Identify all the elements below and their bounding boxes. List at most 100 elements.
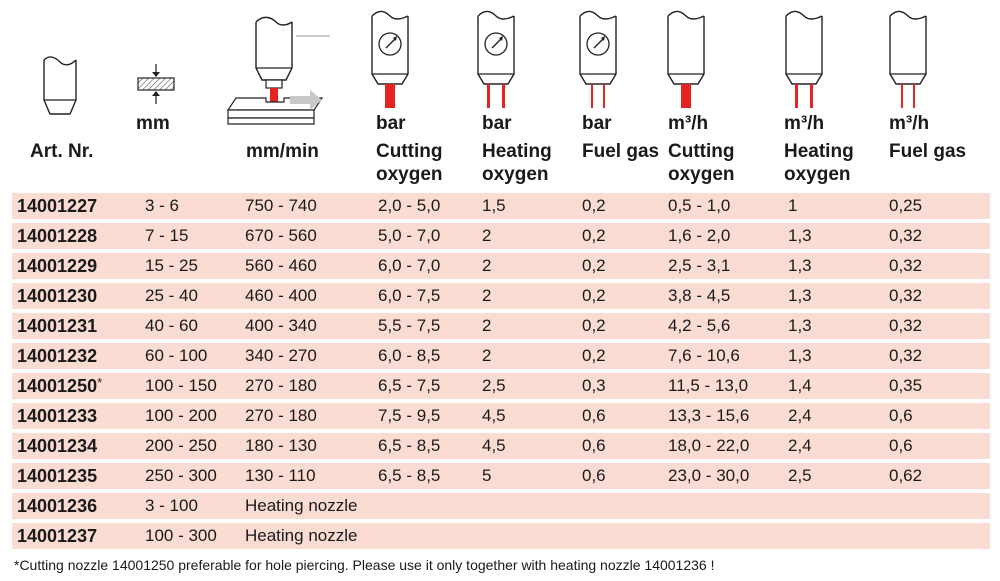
speed-cell: Heating nozzle — [245, 493, 357, 519]
cutting-oxygen-bar-cell-text: 6,5 - 8,5 — [378, 436, 441, 455]
thickness-cell: 100 - 150 — [145, 373, 217, 399]
fuel-gas-bar-cell: 0,2 — [582, 283, 606, 309]
heating-oxygen-bar-cell-text: 2 — [482, 316, 492, 335]
label-line2: oxygen — [376, 164, 443, 185]
cutting-oxygen-flow-cell-text: 13,3 - 15,6 — [668, 406, 750, 425]
art-nr-cell: 14001230 — [17, 283, 97, 309]
label-line1: Fuel gas — [582, 141, 660, 162]
art-nr-cell-text: 14001229 — [17, 256, 98, 276]
fuel-gas-flow-cell: 0,32 — [889, 283, 922, 309]
fuel-gas-flow-cell-text: 0,32 — [889, 256, 923, 275]
speed-cell: 180 - 130 — [245, 433, 317, 459]
heating-oxygen-bar-cell: 5 — [482, 463, 491, 489]
label-line2: oxygen — [784, 164, 851, 185]
heating-oxygen-bar-cell: 2 — [482, 283, 491, 309]
speed-header: mm/min — [246, 141, 319, 162]
heating-oxygen-bar-cell-text: 2 — [482, 346, 492, 365]
art-nr-cell: 14001235 — [17, 463, 97, 489]
fuel-gas-bar-cell-text: 0,6 — [582, 466, 606, 485]
heating-oxygen-flow-cell-text: 2,5 — [788, 466, 812, 485]
pressure-gauge-icon — [579, 10, 617, 108]
pressure-gauge-icon — [371, 10, 409, 108]
cutting-oxygen-flow-cell: 18,0 - 22,0 — [668, 433, 749, 459]
speed-cell: 560 - 460 — [245, 253, 317, 279]
fuel-gas-flow-cell: 0,32 — [889, 313, 922, 339]
nozzle-table: 14001227 3 - 6 750 - 740 2,0 - 5,0 1,5 0,2 0,5… — [12, 193, 990, 553]
heating-oxygen-flow-cell: 2,4 — [788, 403, 812, 429]
cutting-oxygen-flow-cell: 23,0 - 30,0 — [668, 463, 749, 489]
pressure-gauge-icon — [477, 10, 515, 108]
heating-oxygen-flow-cell-text: 1,4 — [788, 376, 812, 395]
cutting-oxygen-flow-cell: 4,2 - 5,6 — [668, 313, 730, 339]
fuel-gas-flow-cell: 0,32 — [889, 253, 922, 279]
label-line1: Fuel gas — [889, 141, 967, 162]
flow-nozzle-icon — [785, 10, 823, 108]
art-nr-cell: 14001231 — [17, 313, 97, 339]
cutting-oxygen-flow-cell: 3,8 - 4,5 — [668, 283, 730, 309]
cutting-oxygen-bar-cell-text: 5,0 - 7,0 — [378, 226, 441, 245]
speed-cell: 270 - 180 — [245, 403, 317, 429]
thickness-cell-text: 40 - 60 — [145, 316, 198, 335]
cutting-oxygen-bar-cell-text: 5,5 - 7,5 — [378, 316, 441, 335]
table-row: 14001227 3 - 6 750 - 740 2,0 - 5,0 1,5 0,2 0,5… — [12, 193, 990, 219]
unit-heating-oxygen-flow: m³/h — [784, 113, 825, 134]
table-row: 14001233 100 - 200 270 - 180 7,5 - 9,5 4,5 0,… — [12, 403, 990, 429]
art-nr-cell: 14001227 — [17, 193, 97, 219]
speed-cell-text: Heating nozzle — [245, 496, 358, 515]
fuel-gas-bar-cell-text: 0,2 — [582, 256, 606, 275]
art-nr-cell-text: 14001232 — [17, 346, 98, 366]
heating-oxygen-flow-cell: 1,3 — [788, 313, 812, 339]
thickness-cell: 200 - 250 — [145, 433, 217, 459]
cutting-oxygen-flow-cell-text: 2,5 - 3,1 — [668, 256, 731, 275]
heating-oxygen-flow-cell-text: 1,3 — [788, 256, 812, 275]
heating-oxygen-flow-cell: 1,3 — [788, 253, 812, 279]
table-row: 14001236 3 - 100 Heating nozzle — [12, 493, 990, 519]
unit-cutting-oxygen-flow: m³/h — [668, 113, 709, 134]
heating-oxygen-flow-cell-text: 1,3 — [788, 226, 812, 245]
table-row: 14001237 100 - 300 Heating nozzle — [12, 523, 990, 549]
thickness-cell-text: 250 - 300 — [145, 466, 217, 485]
thickness-cell: 25 - 40 — [145, 283, 198, 309]
thickness-unit: mm — [136, 113, 170, 134]
cutting-oxygen-bar-cell: 5,0 - 7,0 — [378, 223, 440, 249]
label-heating-oxygen-flow: Heating oxygen — [784, 140, 854, 186]
heating-oxygen-flow-cell: 1,3 — [788, 343, 812, 369]
cutting-oxygen-bar-cell-text: 6,5 - 7,5 — [378, 376, 441, 395]
fuel-gas-bar-cell-text: 0,2 — [582, 226, 606, 245]
cutting-oxygen-bar-cell-text: 7,5 - 9,5 — [378, 406, 441, 425]
fuel-gas-bar-cell: 0,2 — [582, 193, 606, 219]
speed-cell-text: Heating nozzle — [245, 526, 358, 545]
fuel-gas-bar-cell-text: 0,6 — [582, 406, 606, 425]
thickness-cell-text: 3 - 100 — [145, 496, 198, 515]
speed-cell: Heating nozzle — [245, 523, 357, 549]
thickness-cell-text: 7 - 15 — [145, 226, 189, 245]
heating-oxygen-bar-cell: 4,5 — [482, 433, 506, 459]
label-fuel-gas-bar: Fuel gas — [582, 140, 659, 163]
art-nr-cell-text: 14001236 — [17, 496, 98, 516]
cutting-oxygen-flow-cell-text: 1,6 - 2,0 — [668, 226, 731, 245]
fuel-gas-flow-cell: 0,62 — [889, 463, 922, 489]
fuel-gas-flow-cell: 0,25 — [889, 193, 922, 219]
table-row: 14001230 25 - 40 460 - 400 6,0 - 7,5 2 0,2 3,8… — [12, 283, 990, 309]
art-nr-cell-text: 14001250 — [17, 376, 98, 396]
art-nr-cell-text: 14001230 — [17, 286, 98, 306]
fuel-gas-flow-cell-text: 0,32 — [889, 286, 923, 305]
heating-oxygen-bar-cell: 2 — [482, 253, 491, 279]
cutting-oxygen-flow-cell-text: 4,2 - 5,6 — [668, 316, 731, 335]
label-line2: oxygen — [482, 164, 549, 185]
thickness-cell: 3 - 6 — [145, 193, 179, 219]
thickness-cell: 100 - 200 — [145, 403, 217, 429]
cutting-oxygen-flow-cell: 13,3 - 15,6 — [668, 403, 749, 429]
unit-heating-oxygen-bar: bar — [482, 113, 512, 134]
label-cutting-oxygen-bar: Cutting oxygen — [376, 140, 443, 186]
fuel-gas-bar-cell-text: 0,2 — [582, 286, 606, 305]
material-thickness-icon — [137, 64, 175, 104]
cutting-machine-icon — [226, 16, 330, 125]
cutting-oxygen-flow-cell: 0,5 - 1,0 — [668, 193, 730, 219]
fuel-gas-flow-cell-text: 0,35 — [889, 376, 923, 395]
heating-oxygen-flow-cell-text: 2,4 — [788, 406, 812, 425]
fuel-gas-bar-cell: 0,2 — [582, 253, 606, 279]
fuel-gas-flow-cell: 0,6 — [889, 433, 913, 459]
fuel-gas-flow-cell: 0,35 — [889, 373, 922, 399]
cutting-oxygen-flow-cell: 2,5 - 3,1 — [668, 253, 730, 279]
